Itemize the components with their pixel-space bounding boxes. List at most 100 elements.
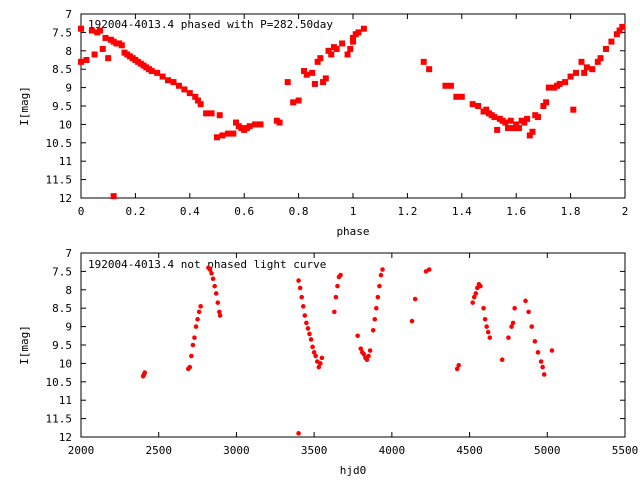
data-point — [482, 316, 488, 322]
x-tick-label: 0.4 — [180, 205, 200, 218]
y-tick-label: 7.5 — [52, 26, 72, 39]
y-tick-label: 11.5 — [46, 174, 73, 187]
data-point — [505, 125, 512, 132]
data-point — [374, 305, 379, 311]
data-point — [347, 45, 354, 52]
data-point — [507, 117, 514, 124]
data-point — [170, 79, 177, 86]
data-point — [471, 294, 477, 300]
data-point — [355, 29, 362, 36]
data-point — [412, 296, 418, 302]
data-point — [192, 335, 197, 340]
y-tick-label: 9 — [65, 321, 72, 334]
data-point — [470, 300, 475, 305]
data-point — [198, 304, 203, 309]
data-point — [216, 112, 223, 119]
data-point — [296, 431, 301, 436]
data-point — [473, 291, 479, 296]
data-point — [358, 346, 364, 351]
data-point — [426, 267, 432, 272]
data-point — [91, 51, 98, 58]
data-point — [541, 372, 547, 377]
x-axis-label: hjd0 — [340, 464, 367, 477]
x-tick-label: 2500 — [145, 444, 172, 457]
data-point — [378, 272, 384, 278]
data-point — [197, 101, 204, 108]
data-point — [295, 97, 302, 104]
data-point — [333, 45, 340, 52]
data-point — [217, 309, 222, 315]
y-axis-label: I[mag] — [18, 86, 31, 126]
data-point — [142, 370, 148, 375]
data-point — [187, 364, 193, 370]
data-point — [409, 318, 415, 324]
data-point — [361, 351, 367, 357]
data-point — [316, 364, 322, 370]
data-point — [88, 27, 95, 34]
y-tick-label: 12 — [59, 431, 72, 444]
data-point — [307, 331, 312, 337]
data-point — [502, 119, 509, 126]
data-point — [454, 366, 460, 372]
data-point — [442, 82, 449, 89]
data-point — [322, 75, 329, 82]
y-tick-label: 10.5 — [46, 376, 73, 389]
data-point — [97, 27, 104, 34]
data-point — [543, 99, 550, 106]
x-tick-label: 0.2 — [125, 205, 145, 218]
y-tick-label: 11 — [59, 394, 72, 407]
x-tick-label: 2000 — [68, 444, 95, 457]
data-point — [290, 99, 297, 106]
data-point — [453, 93, 460, 100]
x-tick-label: 5000 — [534, 444, 561, 457]
data-point — [485, 329, 491, 335]
data-point — [252, 121, 259, 128]
data-point — [375, 294, 381, 300]
y-tick-label: 9 — [65, 82, 72, 95]
y-tick-label: 7 — [65, 8, 72, 21]
y-tick-label: 12 — [59, 192, 72, 205]
data-point — [458, 93, 465, 100]
data-point — [534, 114, 541, 121]
data-point — [335, 283, 340, 289]
data-point — [305, 326, 311, 331]
x-tick-label: 1.2 — [397, 205, 417, 218]
x-tick-label: 1 — [350, 205, 357, 218]
data-point — [217, 313, 223, 318]
data-point — [487, 335, 493, 340]
unphased-light-curve-chart: 2000 2500 3000 3500 4000 4500 5000 5500 7 7.5 8 8.5… — [18, 247, 638, 477]
data-point — [370, 327, 376, 333]
data-point — [175, 82, 182, 89]
data-point — [562, 79, 569, 86]
data-point — [296, 278, 301, 283]
data-point — [506, 335, 511, 340]
data-point — [165, 77, 172, 84]
data-point — [284, 79, 291, 86]
data-point — [583, 64, 590, 71]
data-point — [602, 45, 609, 52]
data-point — [377, 283, 382, 289]
data-point — [215, 300, 221, 305]
data-point — [589, 66, 596, 73]
data-point — [529, 324, 535, 329]
data-point — [208, 110, 215, 117]
data-point — [573, 69, 580, 76]
data-point — [360, 25, 367, 32]
y-tick-label: 7.5 — [52, 265, 72, 278]
x-tick-label: 3500 — [301, 444, 328, 457]
data-point — [310, 344, 315, 350]
data-point — [190, 342, 196, 348]
data-point — [549, 348, 555, 353]
data-point — [313, 353, 318, 359]
x-tick-label: 1.8 — [561, 205, 581, 218]
y-tick-label: 9.5 — [52, 100, 72, 113]
data-point — [355, 333, 360, 339]
data-point — [509, 324, 514, 329]
data-point — [581, 69, 588, 76]
x-tick-label: 0 — [78, 205, 85, 218]
x-tick-label: 4000 — [379, 444, 406, 457]
data-point — [196, 309, 202, 315]
chart-title: 192004-4013.4 not phased light curve — [88, 258, 326, 271]
data-point — [214, 134, 220, 141]
